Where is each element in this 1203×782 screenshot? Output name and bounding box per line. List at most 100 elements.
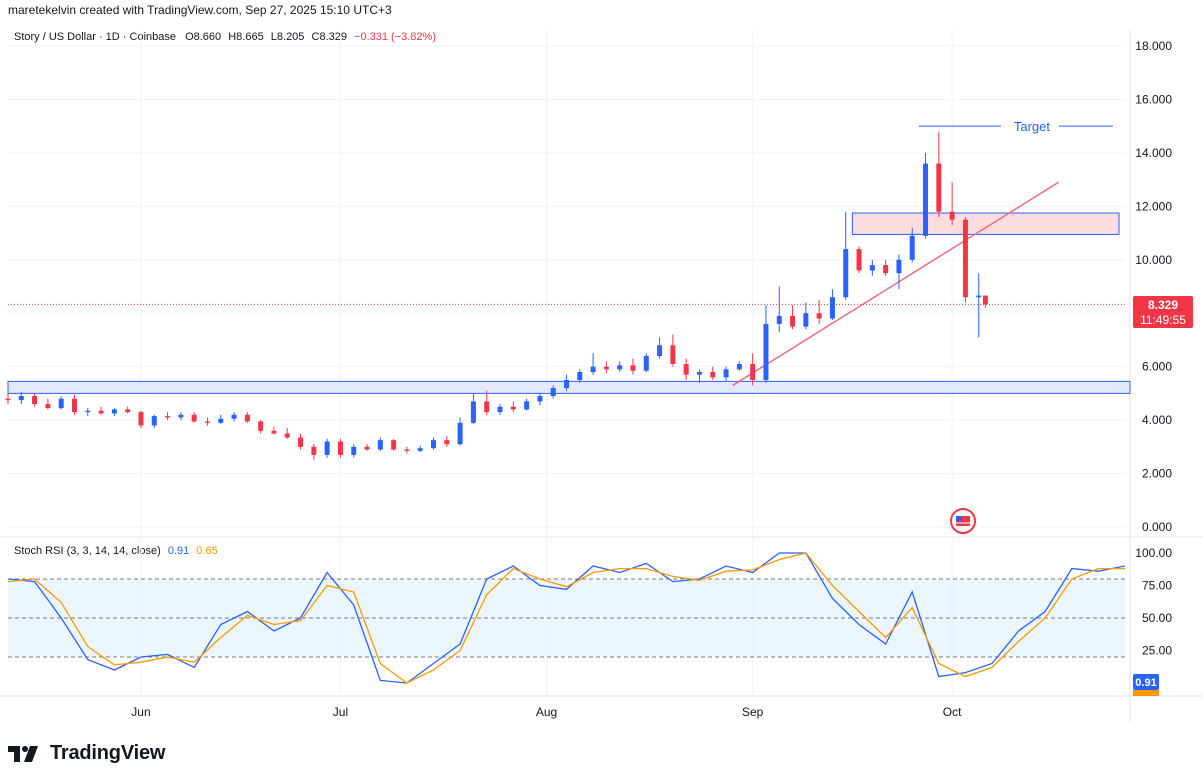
stoch-rsi-tick-label: 75.00 <box>1142 579 1172 593</box>
price-tick-label: 0.000 <box>1142 520 1172 534</box>
candle-body <box>537 396 543 402</box>
candle-body <box>564 380 569 389</box>
candle-body <box>125 409 131 413</box>
candle-body <box>98 410 104 414</box>
candle-body <box>85 410 91 413</box>
candle-body <box>111 409 117 414</box>
candle-body <box>630 365 636 371</box>
candle-body <box>457 422 463 445</box>
candle-body <box>18 396 24 401</box>
time-tick-label: Jun <box>131 705 150 719</box>
candle-body <box>696 372 702 375</box>
candle-body <box>816 313 822 319</box>
candle-body <box>431 440 437 449</box>
candle-body <box>896 259 902 274</box>
candle-body <box>32 396 38 405</box>
last-price-text: 8.329 <box>1148 298 1178 312</box>
price-tick-label: 4.000 <box>1142 413 1172 427</box>
candle-body <box>643 355 649 371</box>
stoch-rsi-band <box>8 579 1125 657</box>
candle-body <box>391 440 397 450</box>
candle-body <box>470 401 476 423</box>
candle-body <box>404 449 410 451</box>
candle-body <box>484 401 490 413</box>
candle-body <box>869 265 875 271</box>
time-tick-label: Sep <box>742 705 764 719</box>
candle-body <box>577 372 583 381</box>
candle-body <box>351 446 357 455</box>
time-tick-label: Oct <box>943 705 962 719</box>
candle-body <box>138 412 144 426</box>
stoch-rsi-badge: 0.91 <box>1133 674 1159 696</box>
candle-body <box>750 363 756 381</box>
candle-body <box>377 440 383 450</box>
price-label-badge: 8.329 11:49:55 <box>1133 296 1193 328</box>
candle-body <box>324 441 330 455</box>
flag-icon[interactable] <box>950 508 976 534</box>
stoch-rsi-d-value: 0.65 <box>196 545 218 557</box>
candle-body <box>763 323 769 381</box>
high-label: H <box>228 31 237 43</box>
candle-body <box>710 372 716 378</box>
price-tick-label: 12.000 <box>1135 199 1172 213</box>
candle-body <box>204 421 210 423</box>
candle-body <box>790 315 796 327</box>
candle-body <box>803 313 809 327</box>
low-value: 8.205 <box>276 31 305 43</box>
stoch-rsi-k-line <box>7 552 1126 684</box>
tradingview-logo-icon <box>8 745 38 762</box>
candle-body <box>683 363 689 375</box>
candle-body <box>829 297 835 319</box>
candle-body <box>178 414 184 418</box>
price-tick-label: 2.000 <box>1142 467 1172 481</box>
candle-body <box>364 446 370 450</box>
candle-body <box>510 406 516 410</box>
stoch-rsi-legend: Stoch RSI (3, 3, 14, 14, close) 0.91 0.6… <box>14 545 218 557</box>
price-tick-label: 10.000 <box>1135 253 1172 267</box>
candle-body <box>657 345 663 356</box>
countdown-text: 11:49:55 <box>1140 313 1186 327</box>
stoch-rsi-d-line <box>7 552 1125 684</box>
candle-body <box>617 365 623 370</box>
candle-body <box>337 441 343 455</box>
price-tick-label: 6.000 <box>1142 360 1172 374</box>
candle-body <box>856 249 862 271</box>
overlays: Target 8.329 11:49:55 0.91 <box>950 119 1193 696</box>
candle-body <box>165 416 171 418</box>
tradingview-brand: TradingView <box>50 742 166 764</box>
stoch-rsi-tick-label: 25.00 <box>1142 644 1172 658</box>
candles <box>5 131 988 461</box>
price-axis: 18.00016.00014.00012.00010.0008.0006.000… <box>1135 39 1172 658</box>
target-label: Target <box>1014 119 1051 134</box>
price-change: −0.331 (−3.82%) <box>354 31 436 43</box>
tradingview-logo[interactable]: TradingView <box>8 742 165 765</box>
low-label: L <box>270 31 277 43</box>
candle-body <box>524 401 530 410</box>
candle-body <box>936 163 942 212</box>
stoch-rsi-k-value: 0.91 <box>167 545 190 557</box>
candle-body <box>776 315 782 324</box>
price-tick-label: 18.000 <box>1135 39 1172 53</box>
candle-body <box>982 295 988 305</box>
candle-body <box>45 404 51 409</box>
open-value: 8.660 <box>193 31 222 43</box>
candle-body <box>191 414 197 422</box>
candle-body <box>298 437 304 447</box>
candle-body <box>151 416 157 426</box>
candle-body <box>271 430 277 434</box>
symbol-title: Story / US Dollar · 1D · Coinbase <box>14 31 176 43</box>
candle-body <box>311 446 317 455</box>
candle-body <box>723 369 729 378</box>
candle-body <box>550 388 556 397</box>
candle-body <box>258 421 264 431</box>
open-label: O <box>185 31 194 43</box>
candle-body <box>231 414 237 419</box>
candle-body <box>923 163 929 236</box>
chart-attribution: maretekelvin created with TradingView.co… <box>8 3 392 17</box>
time-tick-label: Jul <box>333 705 348 719</box>
stoch-rsi-tick-label: 100.00 <box>1135 546 1172 560</box>
candle-body <box>284 433 290 438</box>
candle-body <box>244 414 250 422</box>
trendline <box>732 181 1059 387</box>
